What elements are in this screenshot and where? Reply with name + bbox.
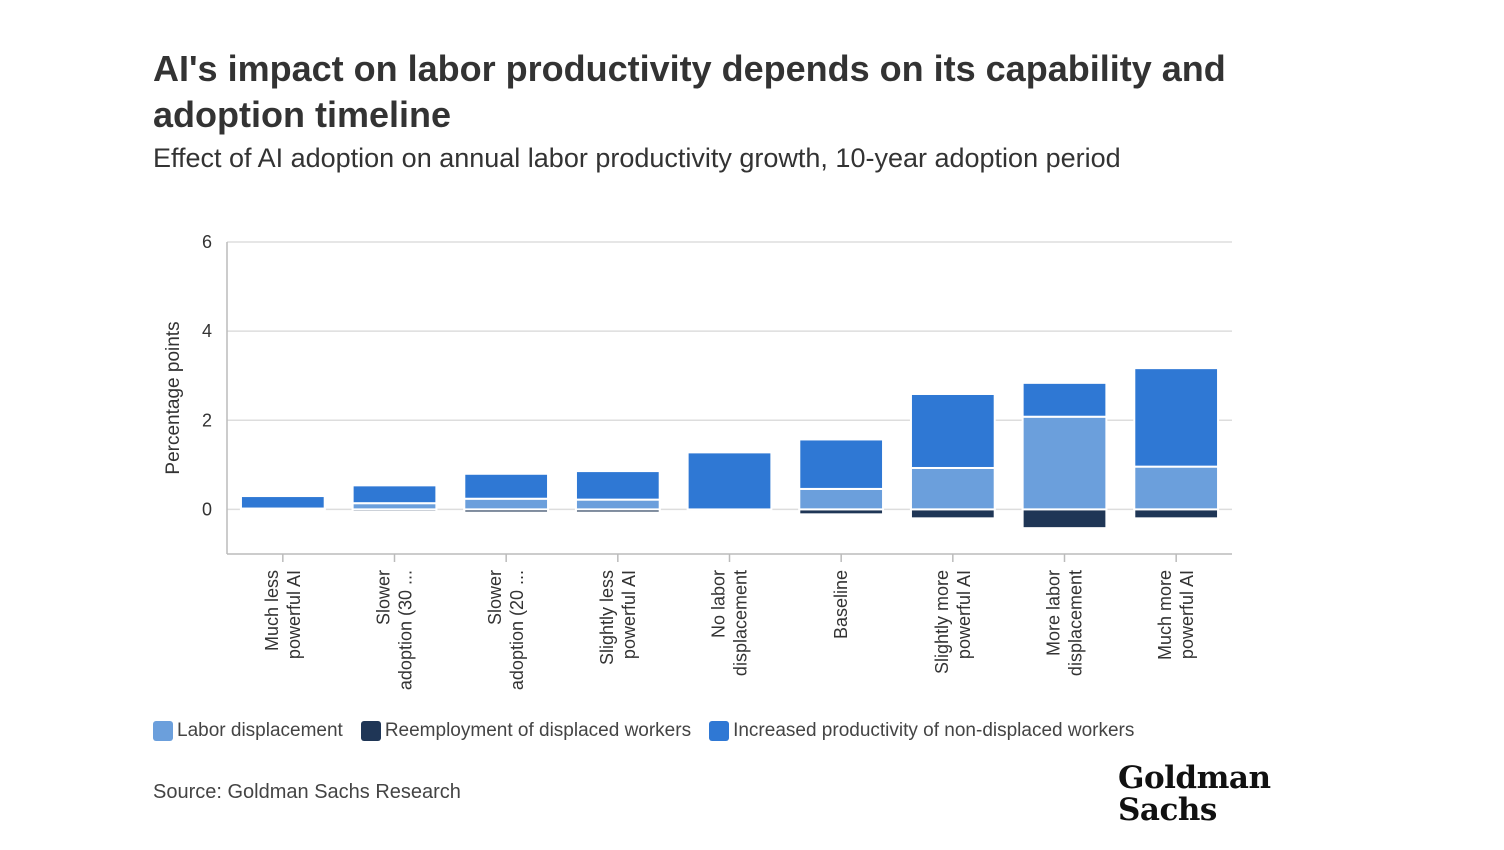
bar-reemployment-3[interactable]	[463, 508, 550, 514]
bar-increased-productivity-1[interactable]	[239, 495, 326, 510]
legend-item-reemployment[interactable]: Reemployment of displaced workers	[360, 720, 692, 742]
bar-reemployment-7[interactable]	[909, 508, 996, 520]
bar-increased-productivity-5[interactable]	[686, 451, 773, 511]
bar-increased-productivity-2[interactable]	[351, 484, 438, 505]
x-tick-label: powerful AI	[1177, 570, 1197, 659]
goldman-sachs-logo: Goldman Sachs	[1118, 762, 1271, 826]
x-tick-label: displacement	[1066, 570, 1086, 676]
bar-labor-displacement-7[interactable]	[909, 466, 996, 511]
y-tick-label: 2	[202, 410, 212, 430]
bar-labor-displacement-6[interactable]	[798, 487, 885, 511]
y-axis-title: Percentage points	[163, 321, 184, 474]
legend-item-increased-productivity[interactable]: Increased productivity of non-displaced …	[709, 720, 1134, 742]
bar-increased-productivity-4[interactable]	[574, 470, 661, 501]
logo-line-2: Sachs	[1118, 792, 1217, 828]
legend-swatch-labor-displacement	[153, 721, 173, 741]
legend-item-labor-displacement[interactable]: Labor displacement	[153, 720, 343, 742]
bar-reemployment-8[interactable]	[1021, 508, 1108, 530]
bar-labor-displacement-8[interactable]	[1021, 415, 1108, 511]
y-tick-label: 6	[202, 232, 212, 252]
bar-reemployment-6[interactable]	[798, 508, 885, 516]
bar-reemployment-4[interactable]	[574, 508, 661, 514]
bar-labor-displacement-4[interactable]	[574, 498, 661, 511]
x-tick-label: Much less	[262, 570, 282, 651]
x-tick-label: More labor	[1044, 570, 1064, 656]
x-tick-label: adoption (30 ...	[396, 570, 416, 690]
x-tick-label: Much more	[1155, 570, 1175, 660]
legend-swatch-reemployment	[360, 721, 381, 741]
legend: Labor displacement Reemployment of displ…	[153, 720, 1152, 742]
bar-reemployment-2[interactable]	[351, 508, 438, 513]
x-tick-label: powerful AI	[954, 570, 974, 659]
x-tick-label: No labor	[709, 570, 729, 638]
source-note: Source: Goldman Sachs Research	[153, 781, 461, 803]
x-tick-label: Slower	[485, 570, 505, 625]
bar-labor-displacement-9[interactable]	[1133, 465, 1220, 511]
x-tick-label: Baseline	[831, 570, 851, 639]
legend-label: Reemployment of displaced workers	[384, 720, 692, 741]
bar-increased-productivity-7[interactable]	[909, 392, 996, 469]
bar-reemployment-9[interactable]	[1133, 508, 1220, 520]
legend-swatch-increased-productivity	[709, 721, 730, 741]
chart-title: AI's impact on labor productivity depend…	[153, 48, 1226, 135]
x-tick-label: powerful AI	[619, 570, 639, 659]
bar-increased-productivity-8[interactable]	[1021, 381, 1108, 418]
legend-label: Increased productivity of non-displaced …	[733, 720, 1135, 741]
bars	[239, 367, 1220, 530]
x-tick-label: displacement	[731, 570, 751, 676]
x-tick-label: powerful AI	[284, 570, 304, 659]
x-tick-label: adoption (20 ...	[507, 570, 527, 690]
bar-increased-productivity-3[interactable]	[463, 472, 550, 500]
bar-increased-productivity-6[interactable]	[798, 438, 885, 490]
bar-increased-productivity-9[interactable]	[1133, 367, 1220, 468]
legend-label: Labor displacement	[177, 720, 343, 741]
x-tick-label: Slightly more	[932, 570, 952, 674]
y-tick-label: 0	[202, 499, 212, 519]
chart-subtitle: Effect of AI adoption on annual labor pr…	[153, 143, 1121, 173]
x-tick-label: Slower	[374, 570, 394, 625]
y-tick-label: 4	[202, 321, 212, 341]
x-tick-label: Slightly less	[597, 570, 617, 665]
bar-labor-displacement-3[interactable]	[463, 497, 550, 511]
logo-line-1: Goldman	[1118, 760, 1271, 796]
